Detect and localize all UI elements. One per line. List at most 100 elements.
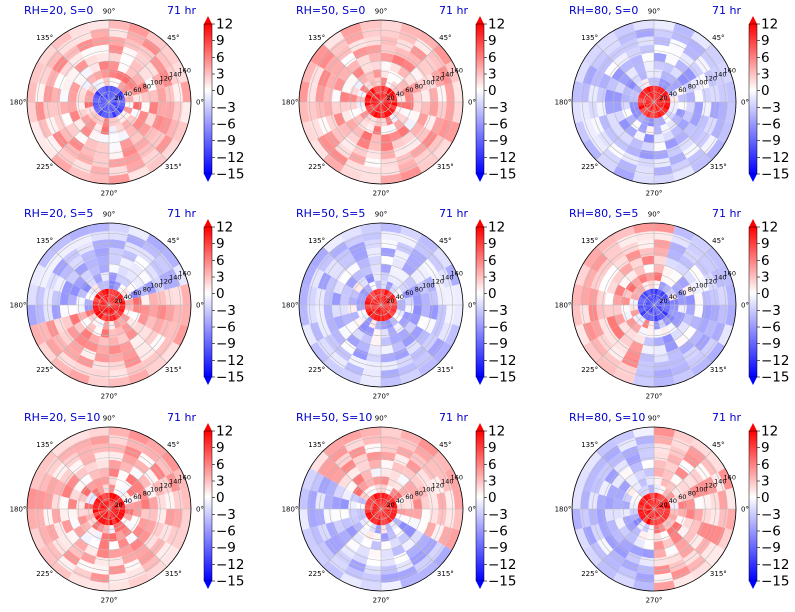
- radial-tick-label: 40: [124, 497, 132, 505]
- field-cell: [109, 468, 120, 478]
- field-cell: [109, 344, 122, 355]
- field-cell: [59, 305, 70, 318]
- field-cell: [393, 526, 405, 538]
- field-cell: [444, 264, 461, 286]
- field-cell: [87, 313, 98, 323]
- colorbar-tick-label: −9: [488, 336, 508, 352]
- field-cell: [165, 65, 181, 86]
- field-cell: [656, 516, 663, 525]
- field-cell: [412, 498, 422, 509]
- field-cell: [125, 565, 146, 581]
- field-cell: [646, 509, 654, 514]
- colorbar: [748, 226, 758, 378]
- field-cell: [430, 272, 445, 291]
- field-cell: [654, 572, 674, 583]
- field-cell: [381, 296, 384, 305]
- field-cell: [352, 281, 364, 293]
- field-cell: [120, 313, 131, 323]
- field-cell: [433, 44, 453, 66]
- field-cell: [137, 67, 152, 82]
- angular-gridline: [595, 101, 655, 161]
- field-cell: [621, 241, 640, 256]
- field-cell: [662, 469, 675, 481]
- field-cell: [344, 361, 365, 377]
- field-cell: [370, 336, 381, 346]
- field-cell: [427, 541, 445, 562]
- field-cell: [625, 78, 637, 90]
- field-cell: [349, 492, 360, 503]
- field-cell: [365, 93, 374, 100]
- colorbar-tick-label: −9: [216, 133, 236, 149]
- field-cell: [117, 130, 130, 142]
- field-cell: [299, 102, 310, 124]
- field-cell: [395, 241, 414, 256]
- field-cell: [596, 233, 618, 253]
- radial-tick-label: 100: [422, 78, 434, 86]
- colorbar-tick-label: −12: [216, 353, 245, 369]
- field-cell: [666, 144, 683, 158]
- field-cell: [35, 82, 46, 102]
- field-cell: [710, 321, 726, 342]
- field-cell: [665, 287, 676, 297]
- field-cell: [126, 114, 138, 126]
- field-cell: [29, 61, 46, 83]
- field-cell: [662, 333, 675, 345]
- field-cell: [161, 545, 181, 567]
- field-cell: [51, 561, 73, 581]
- field-cell: [368, 255, 381, 266]
- field-cell: [625, 347, 642, 361]
- field-cell: [397, 328, 410, 341]
- field-cell: [660, 273, 671, 284]
- field-cell: [360, 130, 373, 142]
- field-cell: [137, 284, 149, 297]
- field-cell: [385, 87, 393, 97]
- field-cell: [80, 269, 93, 282]
- field-cell: [365, 104, 374, 111]
- field-cell: [172, 264, 189, 286]
- field-cell: [389, 520, 399, 531]
- field-cell: [636, 487, 646, 498]
- field-cell: [91, 80, 101, 91]
- field-cell: [116, 511, 125, 518]
- angular-gridline: [108, 101, 168, 161]
- radial-tick-label: 80: [688, 82, 696, 90]
- field-cell: [633, 62, 646, 74]
- field-cell: [590, 116, 605, 135]
- field-cell: [352, 144, 369, 158]
- field-cell: [678, 543, 695, 559]
- angular-gridline: [50, 43, 110, 103]
- field-cell: [389, 62, 402, 74]
- field-cell: [654, 264, 665, 274]
- field-cell: [323, 154, 345, 174]
- polar-panel: 90°45°0°315°270°225°180°135°20 40 60 80 1001…: [555, 207, 790, 401]
- angle-tick-label: 180°: [555, 302, 572, 310]
- colorbar-tick-label: −3: [488, 303, 508, 319]
- field-cell: [98, 468, 109, 478]
- field-cell: [364, 564, 381, 575]
- field-cell: [352, 249, 369, 263]
- colorbar-extend-max: [749, 16, 757, 24]
- field-cell: [346, 262, 361, 277]
- field-cell: [646, 300, 654, 305]
- field-cell: [685, 102, 695, 113]
- field-cell: [345, 118, 358, 131]
- angular-gridline: [595, 508, 655, 568]
- field-cell: [618, 118, 631, 131]
- field-cell: [417, 154, 439, 174]
- field-cell: [372, 102, 381, 105]
- field-cell: [364, 70, 375, 81]
- field-cell: [389, 316, 399, 327]
- field-cell: [618, 480, 631, 493]
- colorbar-tick-label: −12: [761, 353, 790, 369]
- colorbar-extend-max: [749, 219, 757, 227]
- field-cell: [582, 268, 598, 289]
- field-cell: [140, 305, 150, 316]
- colorbar-tick-label: −12: [216, 557, 245, 573]
- field-cell: [433, 545, 453, 567]
- field-cell: [37, 545, 57, 567]
- field-cell: [381, 305, 390, 308]
- field-cell: [121, 322, 133, 334]
- field-cell: [91, 283, 101, 294]
- field-cell: [381, 504, 389, 509]
- angle-tick-label: 45°: [712, 34, 724, 42]
